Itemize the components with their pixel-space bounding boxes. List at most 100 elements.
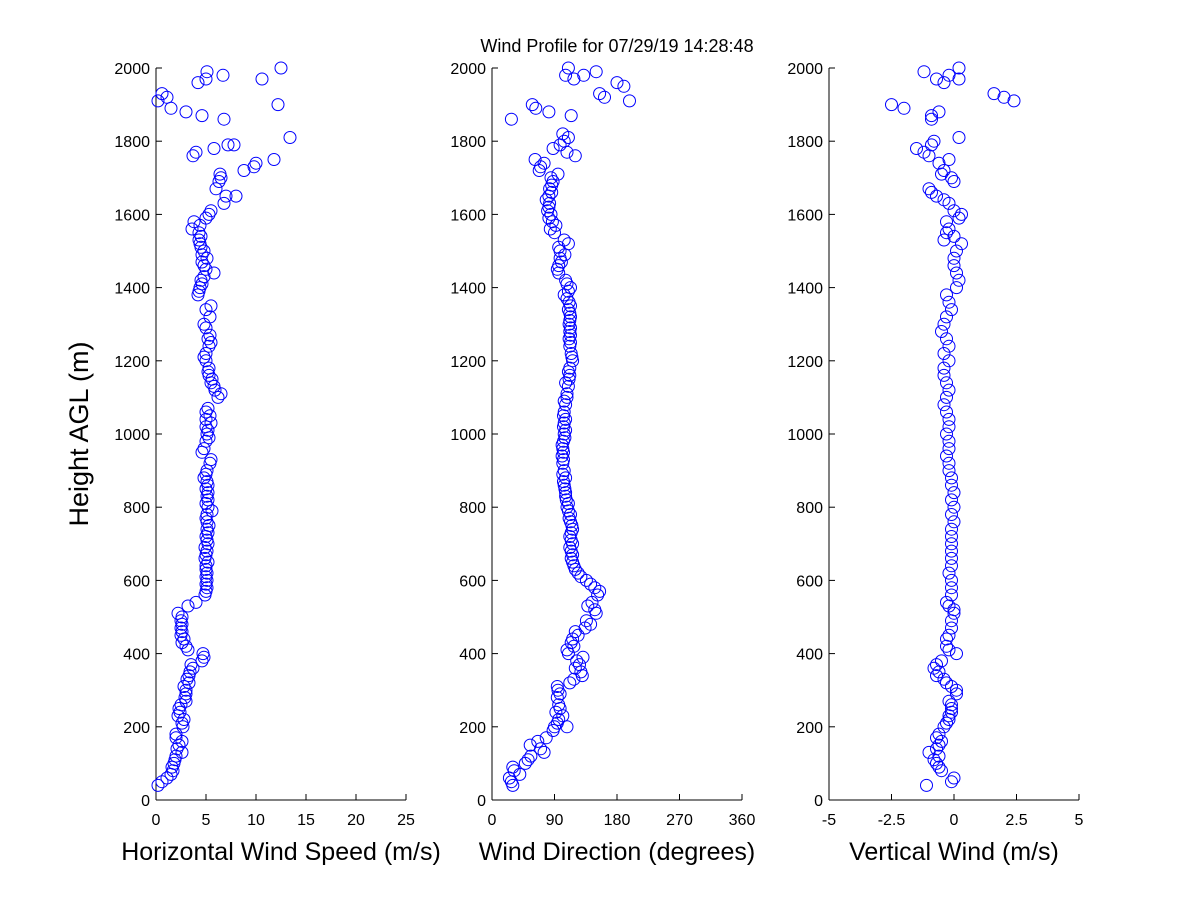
data-point xyxy=(559,412,573,426)
y-tick-label: 2000 xyxy=(450,61,486,78)
data-point xyxy=(212,175,226,188)
data-point xyxy=(997,90,1011,104)
data-point xyxy=(557,405,571,419)
data-point xyxy=(196,647,210,661)
y-tick-label: 1400 xyxy=(787,281,823,298)
data-point xyxy=(207,379,221,393)
data-point xyxy=(175,716,189,730)
data-point xyxy=(229,189,243,203)
data-point xyxy=(940,390,953,404)
data-point xyxy=(170,742,184,756)
x-tick-label: 20 xyxy=(347,812,365,829)
data-point xyxy=(559,471,573,485)
data-point xyxy=(945,471,958,485)
data-point xyxy=(201,401,215,415)
data-point xyxy=(584,617,598,631)
data-point xyxy=(564,508,577,521)
data-point xyxy=(549,218,563,232)
data-point xyxy=(945,530,958,543)
data-point xyxy=(551,167,565,181)
data-point xyxy=(564,347,578,360)
data-point xyxy=(942,339,956,353)
y-tick-label: 1200 xyxy=(114,354,150,371)
data-point xyxy=(945,508,958,521)
x-tick-label: -5 xyxy=(822,812,836,829)
data-point xyxy=(549,705,563,719)
data-point xyxy=(947,204,961,218)
data-point xyxy=(552,259,566,273)
data-point xyxy=(925,112,938,126)
data-point xyxy=(925,138,938,152)
data-point xyxy=(570,654,584,668)
data-point xyxy=(940,332,953,346)
data-point xyxy=(935,325,948,338)
data-point xyxy=(568,661,582,675)
data-point xyxy=(942,383,956,397)
data-point xyxy=(917,145,931,159)
data-point xyxy=(952,211,966,225)
data-point xyxy=(947,229,961,243)
data-point xyxy=(529,101,543,115)
y-tick-label: 200 xyxy=(796,720,823,737)
data-point xyxy=(952,273,966,287)
y-tick-label: 0 xyxy=(477,793,486,810)
data-point xyxy=(952,72,966,86)
data-point xyxy=(542,211,556,225)
data-point xyxy=(199,559,213,573)
y-tick-label: 400 xyxy=(459,647,486,664)
data-point xyxy=(940,226,953,240)
y-tick-label: 2000 xyxy=(114,61,150,78)
data-point xyxy=(561,61,575,75)
data-point xyxy=(935,167,948,181)
x-tick-label: 0 xyxy=(152,812,161,829)
data-point xyxy=(942,412,956,426)
data-point xyxy=(942,434,956,448)
data-point xyxy=(202,519,216,532)
data-point xyxy=(199,72,213,86)
data-point xyxy=(556,127,570,141)
x-axis-label: Wind Direction (degrees) xyxy=(479,838,756,866)
data-point xyxy=(249,156,263,170)
data-point xyxy=(203,328,217,342)
data-point xyxy=(209,182,223,196)
data-point xyxy=(942,464,956,478)
data-point xyxy=(539,731,553,745)
data-point xyxy=(563,361,577,375)
data-point xyxy=(591,588,605,602)
data-point xyxy=(947,251,961,265)
data-point xyxy=(199,354,213,368)
data-point xyxy=(186,661,200,675)
data-point xyxy=(922,745,936,759)
data-point xyxy=(197,442,211,456)
data-point xyxy=(561,303,575,317)
data-point xyxy=(172,702,186,715)
data-point xyxy=(950,647,963,661)
data-point xyxy=(552,713,566,726)
data-point xyxy=(571,566,585,580)
data-point xyxy=(545,185,559,199)
data-point xyxy=(568,149,582,163)
data-point xyxy=(199,405,213,419)
data-point xyxy=(945,493,958,507)
data-point xyxy=(947,259,961,273)
data-point xyxy=(950,244,963,258)
data-point xyxy=(561,379,575,393)
data-point xyxy=(937,361,951,375)
data-point xyxy=(559,273,573,287)
x-tick-label: 360 xyxy=(729,812,756,829)
data-point xyxy=(213,167,227,181)
data-point xyxy=(945,537,958,551)
data-point xyxy=(932,105,946,119)
data-point xyxy=(937,193,951,207)
y-tick-label: 800 xyxy=(123,500,150,517)
data-point xyxy=(247,160,261,174)
data-point xyxy=(182,676,196,690)
data-point xyxy=(920,778,933,792)
data-point xyxy=(910,142,923,155)
x-tick-label: 25 xyxy=(397,812,415,829)
data-point xyxy=(169,727,183,741)
data-point xyxy=(199,562,213,576)
y-axis-label: Height AGL (m) xyxy=(64,341,94,526)
data-point xyxy=(199,262,213,276)
data-point xyxy=(930,742,943,756)
